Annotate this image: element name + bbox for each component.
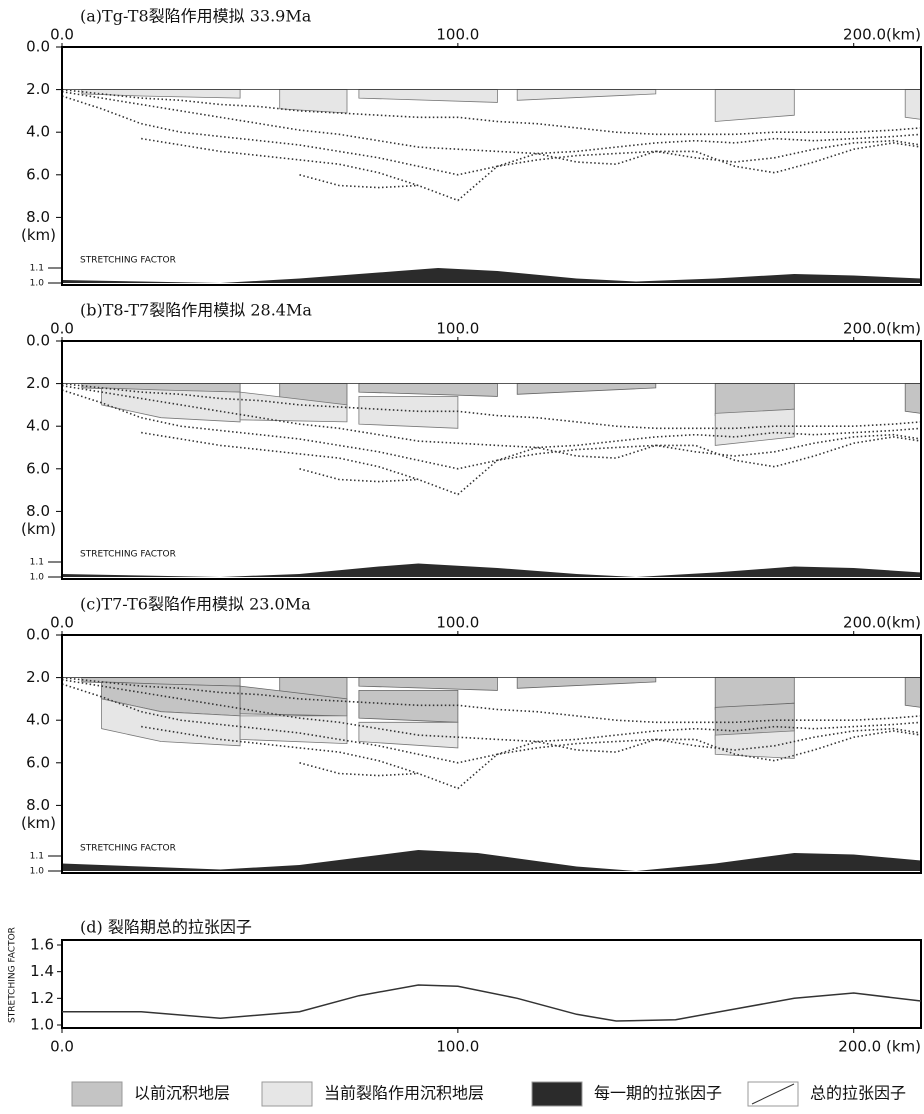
panel-title: (a)Tg-T8裂陷作用模拟 33.9Ma xyxy=(80,7,312,26)
previous-layer xyxy=(359,690,458,722)
y-tick-label: 1.6 xyxy=(30,936,54,954)
legend-label: 每一期的拉张因子 xyxy=(594,1084,722,1103)
y-unit: (km) xyxy=(21,226,56,244)
current-layer xyxy=(359,722,458,748)
y-tick-label: 6.0 xyxy=(26,165,50,183)
legend-label: 以前沉积地层 xyxy=(134,1084,230,1103)
total-stretch-line xyxy=(62,985,921,1021)
stretch-label: STRETCHING FACTOR xyxy=(80,550,176,560)
horizon xyxy=(300,175,419,188)
y-tick-label: 1.0 xyxy=(30,1016,54,1034)
current-layer xyxy=(82,90,240,99)
x-tick-label: 0.0 xyxy=(50,1038,74,1056)
y-tick-label: 0.0 xyxy=(26,38,50,56)
frame xyxy=(62,940,921,1028)
stretch-area xyxy=(62,564,921,578)
horizon xyxy=(300,469,419,482)
x-tick-label: 0.0 xyxy=(50,614,74,632)
stretch-tick-label: 1.1 xyxy=(30,852,44,862)
current-layer xyxy=(905,90,921,120)
current-layer xyxy=(517,90,656,101)
legend-swatch xyxy=(532,1082,582,1106)
horizon xyxy=(141,139,921,201)
y-unit: (km) xyxy=(21,814,56,832)
y-tick-label: 0.0 xyxy=(26,332,50,350)
section-plot xyxy=(62,90,921,283)
y-tick-label: 2.0 xyxy=(26,668,50,686)
previous-layer xyxy=(905,678,921,708)
previous-layer xyxy=(359,678,498,691)
stretch-area xyxy=(62,850,921,871)
x-tick-label: 100.0 xyxy=(436,614,479,632)
section-plot xyxy=(62,678,921,871)
stretch-label: STRETCHING FACTOR xyxy=(80,256,176,266)
figure: (a)Tg-T8裂陷作用模拟 33.9Ma STRETCHING FACTOR 0.… xyxy=(0,0,924,1114)
horizon xyxy=(141,433,921,495)
panel-title: (b)T8-T7裂陷作用模拟 28.4Ma xyxy=(80,301,312,320)
x-tick-label: 0.0 xyxy=(50,26,74,44)
stretch-label: STRETCHING FACTOR xyxy=(80,844,176,854)
x-tick-label: 0.0 xyxy=(50,320,74,338)
y-tick-label: 8.0 xyxy=(26,208,50,226)
y-tick-label: 2.0 xyxy=(26,374,50,392)
current-layer xyxy=(715,90,794,122)
previous-layer xyxy=(359,384,498,397)
stretch-area xyxy=(62,268,921,283)
y-tick-label: 4.0 xyxy=(26,711,50,729)
legend-label: 当前裂陷作用沉积地层 xyxy=(324,1084,484,1103)
x-tick-label: 100.0 xyxy=(436,320,479,338)
frame xyxy=(62,47,921,285)
legend-swatch xyxy=(72,1082,122,1106)
x-tick-label: 200.0(km) xyxy=(843,26,921,44)
current-layer xyxy=(359,396,458,428)
x-tick-label: 200.0(km) xyxy=(843,614,921,632)
panel-title: (c)T7-T6裂陷作用模拟 23.0Ma xyxy=(80,595,311,614)
stretch-tick-label: 1.0 xyxy=(30,279,45,289)
current-layer xyxy=(715,409,794,445)
x-tick-label: 200.0 (km) xyxy=(838,1038,921,1056)
y-unit: (km) xyxy=(21,520,56,538)
section-plot xyxy=(62,384,921,577)
current-layer xyxy=(240,716,347,744)
y-tick-label: 1.2 xyxy=(30,989,54,1007)
x-tick-label: 100.0 xyxy=(436,26,479,44)
legend-label: 总的拉张因子 xyxy=(810,1084,906,1103)
stretch-tick-label: 1.0 xyxy=(30,867,45,877)
x-tick-label: 100.0 xyxy=(436,1038,479,1056)
legend-swatch xyxy=(262,1082,312,1106)
y-tick-label: 1.4 xyxy=(30,962,54,980)
previous-layer xyxy=(517,678,656,689)
y-axis-label: STRETCHING FACTOR xyxy=(8,927,18,1023)
stretch-tick-label: 1.0 xyxy=(30,573,45,583)
panel-title: (d) 裂陷期总的拉张因子 xyxy=(80,918,252,937)
y-tick-label: 8.0 xyxy=(26,796,50,814)
horizon xyxy=(300,763,419,776)
y-tick-label: 6.0 xyxy=(26,459,50,477)
frame xyxy=(62,341,921,579)
y-tick-label: 6.0 xyxy=(26,753,50,771)
y-tick-label: 8.0 xyxy=(26,502,50,520)
y-tick-label: 2.0 xyxy=(26,80,50,98)
previous-layer xyxy=(517,384,656,395)
stretch-tick-label: 1.1 xyxy=(30,558,44,568)
previous-layer xyxy=(905,384,921,414)
current-layer xyxy=(359,90,498,103)
y-tick-label: 0.0 xyxy=(26,626,50,644)
y-tick-label: 4.0 xyxy=(26,417,50,435)
stretch-tick-label: 1.1 xyxy=(30,264,44,274)
x-tick-label: 200.0(km) xyxy=(843,320,921,338)
y-tick-label: 4.0 xyxy=(26,123,50,141)
